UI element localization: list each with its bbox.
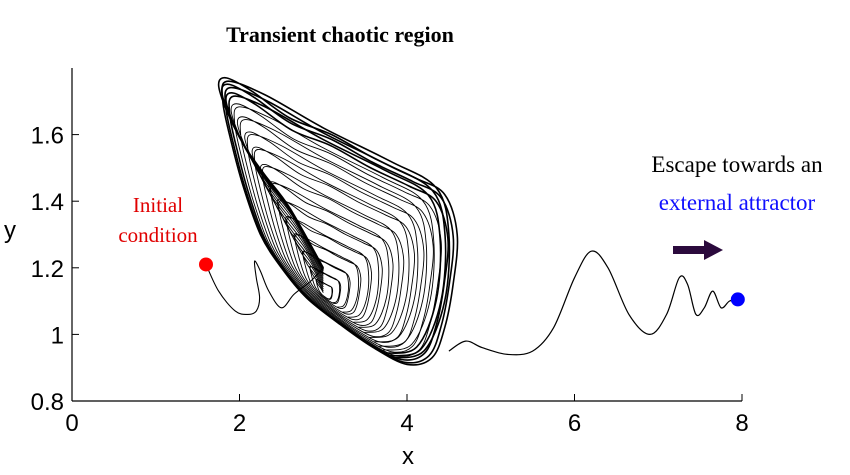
chaotic-orbit-loop <box>225 92 449 361</box>
x-tick-label: 2 <box>233 410 246 437</box>
y-tick-label: 1 <box>51 322 64 349</box>
escape-label-line1: Escape towards an <box>651 152 823 177</box>
chaotic-orbit-loop <box>301 250 351 309</box>
x-tick-label: 8 <box>735 410 748 437</box>
chaotic-orbit-loop <box>230 103 442 357</box>
initial-label-line1: Initial <box>133 193 183 217</box>
chaotic-orbits <box>217 76 459 366</box>
chaotic-orbit-loop <box>220 83 455 364</box>
initial-label-line2: condition <box>118 223 198 247</box>
chart-title: Transient chaotic region <box>226 22 454 47</box>
x-tick-label: 0 <box>65 410 78 437</box>
attractor-point <box>730 292 745 307</box>
x-ticks: 0 2 4 6 8 <box>65 394 749 437</box>
chaotic-orbit-loop <box>259 163 405 338</box>
transient-entry-path <box>205 260 324 315</box>
escape-label-line2: external attractor <box>659 190 816 215</box>
x-axis-label: x <box>402 443 414 470</box>
chaotic-orbit-loop <box>309 265 342 305</box>
chaotic-orbit-loop <box>268 181 394 332</box>
y-ticks: 0.8 1 1.2 1.4 1.6 <box>31 123 79 416</box>
y-tick-label: 0.8 <box>31 389 64 416</box>
y-tick-label: 1.6 <box>31 123 64 150</box>
x-tick-label: 4 <box>400 410 413 437</box>
chaotic-orbit-loop <box>251 146 416 343</box>
chaotic-orbit-loop <box>285 215 373 321</box>
initial-condition-point <box>199 257 213 272</box>
escape-path <box>448 250 738 356</box>
chaotic-orbit-loop <box>315 278 334 300</box>
chaotic-orbit-loop <box>236 116 434 353</box>
y-tick-label: 1.4 <box>31 189 64 216</box>
chaotic-orbit-loop <box>217 76 459 366</box>
chaotic-orbit-loop <box>276 198 383 326</box>
chaotic-orbit-loop <box>244 131 425 348</box>
escape-arrow-head <box>704 240 723 260</box>
y-tick-label: 1.2 <box>31 256 64 283</box>
x-tick-label: 6 <box>568 410 581 437</box>
chaotic-orbit-loop <box>293 233 362 315</box>
y-axis-label: y <box>4 217 16 244</box>
